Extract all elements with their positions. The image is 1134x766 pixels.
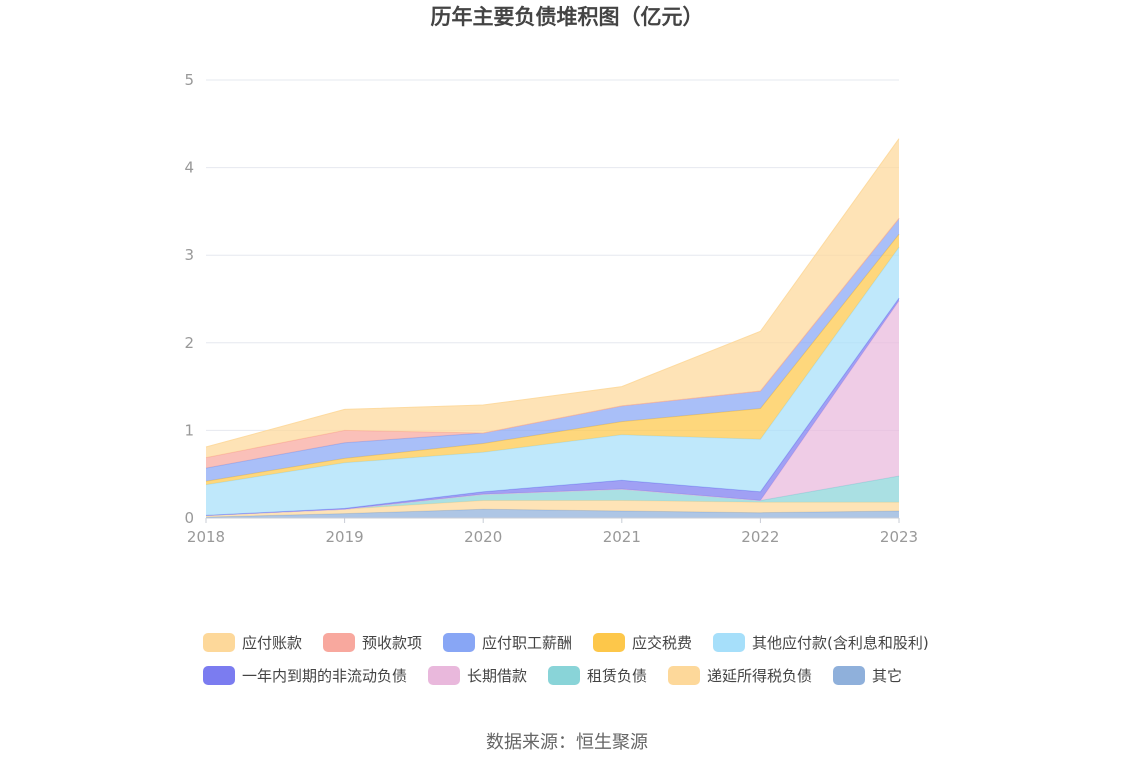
legend-swatch-legend-row-1-3 xyxy=(593,633,625,652)
legend-label-legend-row-2-4: 其它 xyxy=(872,667,902,685)
legend-row-2: 一年内到期的非流动负债 长期借款 租赁负债 递延所得税负债 其它 xyxy=(203,666,902,685)
legend-label-legend-row-1-4: 其他应付款(含利息和股利) xyxy=(752,634,929,652)
area-series-5 xyxy=(206,247,899,516)
y-tick-label-4: 4 xyxy=(184,159,194,177)
y-tick-label-1: 1 xyxy=(184,421,194,439)
legend-label-legend-row-1-0: 应付账款 xyxy=(242,634,302,652)
data-source-note: 数据来源：恒生聚源 xyxy=(486,732,648,753)
x-tick-label-2018: 2018 xyxy=(187,528,225,546)
y-tick-label-3: 3 xyxy=(184,246,194,264)
area-series-7 xyxy=(206,218,899,482)
area-series-0 xyxy=(206,509,899,518)
line-series-9 xyxy=(205,138,900,448)
legend-label-legend-row-2-0: 一年内到期的非流动负债 xyxy=(242,667,407,685)
legend-swatch-legend-row-2-4 xyxy=(833,666,865,685)
x-tick-label-2019: 2019 xyxy=(326,528,364,546)
area-series-9 xyxy=(206,138,899,458)
x-tick-label-2021: 2021 xyxy=(603,528,641,546)
legend-swatch-legend-row-1-4 xyxy=(713,633,745,652)
legend-swatch-legend-row-1-0 xyxy=(203,633,235,652)
y-tick-label-5: 5 xyxy=(184,71,194,89)
area-series-1 xyxy=(206,500,899,518)
y-tick-label-0: 0 xyxy=(184,509,194,527)
x-tick-label-2023: 2023 xyxy=(880,528,918,546)
legend-row-1: 应付账款 预收款项 应付职工薪酬 应交税费 其他应付款(含利息和股利) xyxy=(203,633,929,652)
legend-label-legend-row-2-1: 长期借款 xyxy=(467,667,527,685)
legend-label-legend-row-1-1: 预收款项 xyxy=(362,634,422,652)
x-tick-label-2022: 2022 xyxy=(741,528,779,546)
legend-label-legend-row-1-2: 应付职工薪酬 xyxy=(482,634,572,652)
y-tick-label-2: 2 xyxy=(184,334,194,352)
legend-swatch-legend-row-1-2 xyxy=(443,633,475,652)
x-tick-label-2020: 2020 xyxy=(464,528,502,546)
chart-title: 历年主要负债堆积图（亿元） xyxy=(431,5,704,29)
legend-swatch-legend-row-1-1 xyxy=(323,633,355,652)
legend-swatch-legend-row-2-1 xyxy=(428,666,460,685)
legend-label-legend-row-2-2: 租赁负债 xyxy=(587,667,647,685)
legend-swatch-legend-row-2-2 xyxy=(548,666,580,685)
legend-label-legend-row-1-3: 应交税费 xyxy=(632,634,692,652)
area-series-6 xyxy=(206,234,899,485)
area-layers xyxy=(205,138,900,518)
legend-label-legend-row-2-3: 递延所得税负债 xyxy=(707,667,812,685)
legend-swatch-legend-row-2-3 xyxy=(668,666,700,685)
legend-swatch-legend-row-2-0 xyxy=(203,666,235,685)
